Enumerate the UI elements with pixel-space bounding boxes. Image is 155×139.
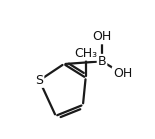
Text: B: B xyxy=(98,55,106,68)
Text: OH: OH xyxy=(113,67,132,80)
Text: CH₃: CH₃ xyxy=(74,47,97,60)
Text: S: S xyxy=(35,74,43,87)
Text: OH: OH xyxy=(92,30,112,43)
